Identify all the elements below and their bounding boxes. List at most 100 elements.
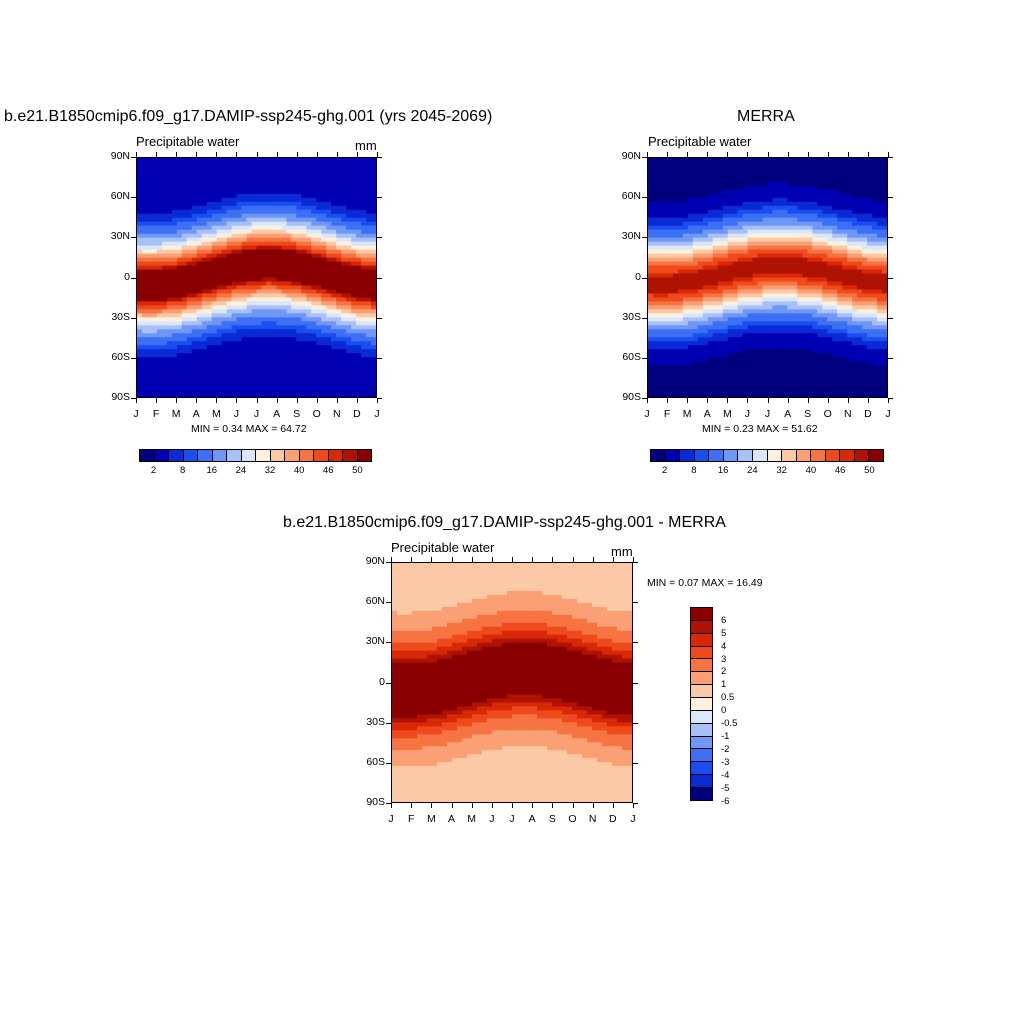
heatmap-cell [186, 357, 193, 362]
heatmap-cell [807, 249, 813, 255]
heatmap-cell [822, 177, 828, 183]
heatmap-cell [321, 365, 327, 370]
heatmap-cell [146, 265, 153, 271]
heatmap-cell [877, 305, 883, 310]
heatmap-cell [146, 245, 153, 251]
heatmap-cell [346, 329, 352, 334]
heatmap-cell [141, 309, 148, 314]
heatmap-cell [186, 249, 193, 255]
heatmap-cell [196, 357, 203, 362]
heatmap-cell [336, 317, 342, 322]
heatmap-cell [271, 237, 278, 243]
heatmap-cell [296, 201, 302, 207]
heatmap-cell [206, 381, 213, 386]
heatmap-cell [697, 177, 704, 183]
heatmap-cell [717, 317, 724, 322]
heatmap-cell [137, 313, 143, 318]
heatmap-cell [316, 325, 322, 330]
heatmap-cell [286, 265, 292, 271]
heatmap-cell [231, 377, 238, 382]
model-month-tick-mark [356, 152, 358, 157]
heatmap-cell [857, 309, 863, 314]
heatmap-cell [822, 213, 828, 219]
heatmap-cell [161, 333, 168, 338]
heatmap-cell [817, 177, 823, 183]
heatmap-cell [346, 273, 352, 279]
heatmap-cell [221, 285, 228, 291]
heatmap-cell [722, 189, 729, 195]
heatmap-cell [787, 205, 793, 211]
heatmap-cell [311, 213, 317, 219]
heatmap-cell [697, 173, 704, 179]
heatmap-cell [141, 181, 148, 187]
heatmap-cell [236, 253, 243, 259]
heatmap-cell [792, 301, 798, 306]
heatmap-cell [316, 305, 322, 310]
heatmap-cell [712, 161, 719, 167]
heatmap-cell [181, 241, 188, 247]
heatmap-cell [271, 225, 278, 231]
heatmap-cell [181, 381, 188, 386]
heatmap-cell [672, 229, 679, 235]
heatmap-cell [652, 229, 659, 235]
heatmap-cell [662, 261, 669, 267]
heatmap-cell [817, 289, 823, 295]
heatmap-cell [156, 377, 163, 382]
heatmap-cell [316, 333, 322, 338]
heatmap-cell [812, 185, 818, 191]
heatmap-cell [141, 349, 148, 354]
model-colorbar-cell [299, 450, 314, 461]
heatmap-cell [351, 249, 357, 255]
heatmap-cell [171, 317, 178, 322]
heatmap-cell [226, 289, 233, 295]
heatmap-cell [321, 189, 327, 195]
heatmap-cell [762, 213, 769, 219]
heatmap-cell [356, 353, 362, 358]
heatmap-cell [366, 173, 372, 179]
heatmap-cell [807, 229, 813, 235]
heatmap-cell [261, 313, 268, 318]
heatmap-cell [276, 229, 282, 235]
heatmap-cell [812, 241, 818, 247]
heatmap-cell [677, 277, 684, 283]
heatmap-cell [366, 169, 372, 175]
heatmap-cell [316, 229, 322, 235]
heatmap-cell [672, 237, 679, 243]
heatmap-cell [772, 305, 779, 310]
heatmap-cell [316, 233, 322, 239]
heatmap-cell [712, 189, 719, 195]
heatmap-cell [246, 181, 253, 187]
heatmap-cell [231, 357, 238, 362]
heatmap-cell [306, 297, 312, 302]
heatmap-cell [261, 365, 268, 370]
heatmap-cell [767, 165, 774, 171]
heatmap-cell [692, 265, 699, 271]
heatmap-cell [371, 309, 376, 314]
heatmap-cell [792, 313, 798, 318]
heatmap-cell [356, 297, 362, 302]
heatmap-cell [286, 369, 292, 374]
heatmap-cell [712, 309, 719, 314]
heatmap-cell [717, 213, 724, 219]
heatmap-cell [787, 313, 793, 318]
heatmap-cell [321, 269, 327, 275]
heatmap-cell [181, 317, 188, 322]
model-colorbar-cell [241, 450, 256, 461]
heatmap-cell [221, 158, 228, 163]
heatmap-cell [191, 249, 198, 255]
heatmap-cell [341, 158, 347, 163]
heatmap-cell [827, 269, 833, 275]
heatmap-cell [296, 233, 302, 239]
heatmap-cell [176, 169, 183, 175]
heatmap-cell [326, 349, 332, 354]
heatmap-cell [166, 285, 173, 291]
heatmap-cell [266, 309, 273, 314]
heatmap-cell [181, 161, 188, 167]
heatmap-cell [787, 309, 793, 314]
heatmap-cell [231, 297, 238, 302]
heatmap-cell [752, 305, 759, 310]
heatmap-cell [341, 297, 347, 302]
heatmap-cell [306, 261, 312, 267]
heatmap-cell [181, 377, 188, 382]
heatmap-cell [351, 173, 357, 179]
